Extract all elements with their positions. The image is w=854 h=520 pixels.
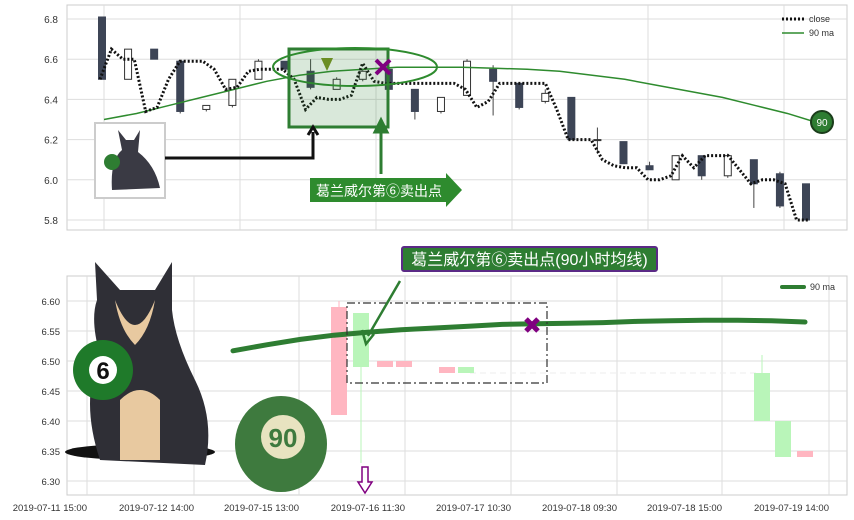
bottom-x-tick-label: 2019-07-19 14:00 (754, 503, 829, 514)
bottom-x-tick-label: 2019-07-17 10:30 (436, 503, 511, 514)
bottom-y-tick-label: 6.45 (42, 387, 61, 398)
bottom-y-tick-label: 6.40 (42, 417, 61, 428)
bottom-ma90-line (230, 317, 808, 354)
top-candle (775, 173, 784, 207)
bottom-y-tick-label: 6.60 (42, 297, 61, 308)
ball-six-text: 6 (96, 358, 109, 385)
top-candle (567, 96, 576, 141)
top-annotation-label: 葛兰威尔第⑥卖出点 (316, 183, 442, 199)
legend-ma-label: 90 ma (809, 28, 834, 38)
bottom-candle (754, 373, 770, 421)
bottom-x-tick-label: 2019-07-18 09:30 (542, 503, 617, 514)
ma-90-badge-text: 90 (816, 118, 828, 129)
top-annotation-arrow (310, 173, 462, 207)
top-candle (124, 48, 133, 80)
down-arrow-icon (356, 466, 374, 495)
ball-ninety-text: 90 (269, 423, 298, 453)
top-candle (463, 60, 472, 96)
dog-thumbnail-icon (111, 130, 160, 190)
triangle-marker-icon (321, 58, 333, 71)
bottom-annotation-label: 葛兰威尔第⑥卖出点(90小时均线) (401, 246, 658, 272)
top-candle (98, 16, 106, 80)
legend-close-label: close (809, 14, 830, 24)
ball-six-small-icon (104, 154, 120, 170)
top-candle (671, 155, 680, 181)
top-candle (749, 159, 758, 185)
top-y-tick-label: 6.6 (44, 55, 58, 66)
top-candle (306, 70, 315, 88)
bottom-candle (377, 361, 393, 367)
bottom-candle (331, 307, 347, 415)
top-candle (593, 139, 602, 142)
bottom-candle (396, 361, 412, 367)
bottom-x-tick-label: 2019-07-15 13:00 (224, 503, 299, 514)
bottom-candle (439, 367, 455, 373)
top-candle (619, 141, 628, 165)
bottom-x-tick-label: 2019-07-12 14:00 (119, 503, 194, 514)
bottom-x-tick-label: 2019-07-16 11:30 (331, 503, 405, 514)
top-candle (515, 82, 524, 108)
dog-face (115, 300, 155, 345)
highlight-ellipse (272, 47, 438, 87)
bottom-x-tick-label: 2019-07-11 15:00 (13, 503, 87, 514)
bottom-y-tick-label: 6.30 (42, 477, 61, 488)
top-candle (436, 96, 445, 112)
top-y-tick-label: 6.2 (44, 136, 58, 147)
top-candle (541, 92, 550, 102)
up-arrow-icon (372, 116, 390, 174)
top-candle (228, 78, 237, 106)
pointer-arrow-icon (360, 280, 402, 347)
ma-90-badge-icon (810, 110, 834, 134)
top-candle (697, 155, 706, 177)
bottom-sell-x-icon (524, 317, 540, 333)
top-y-tick-label: 6.4 (44, 95, 58, 106)
dog-chest (120, 390, 160, 460)
top-candle (802, 183, 810, 221)
top-close-line (98, 46, 808, 222)
dash-dot-box (346, 302, 548, 384)
bottom-candle (353, 313, 369, 367)
top-y-tick-label: 5.8 (44, 216, 58, 227)
top-candle (332, 78, 341, 90)
top-y-tick-label: 6.0 (44, 176, 58, 187)
top-ma90-line (103, 66, 821, 125)
top-candle (489, 68, 498, 82)
bottom-candle (458, 367, 474, 373)
top-candle (358, 70, 367, 80)
bottom-legend-label: 90 ma (810, 282, 835, 292)
link-arrow-icon (165, 124, 320, 160)
bottom-x-tick-label: 2019-07-18 15:00 (647, 503, 722, 514)
ball-six-face (89, 356, 117, 384)
ball-ninety-face (261, 415, 305, 459)
top-plot-area (66, 4, 848, 231)
highlight-box (287, 47, 390, 129)
bottom-y-tick-label: 6.50 (42, 357, 61, 368)
sell-point-x-icon (374, 58, 392, 76)
bottom-candle (797, 451, 813, 457)
top-y-tick-label: 6.8 (44, 15, 58, 26)
top-candle (645, 165, 654, 171)
top-candle (410, 88, 419, 112)
bottom-y-tick-label: 6.35 (42, 447, 61, 458)
bottom-candle (775, 421, 791, 457)
top-candle (202, 104, 211, 110)
top-candle (150, 48, 159, 60)
bottom-y-tick-label: 6.55 (42, 327, 61, 338)
dog-mascot-icon (65, 262, 215, 465)
